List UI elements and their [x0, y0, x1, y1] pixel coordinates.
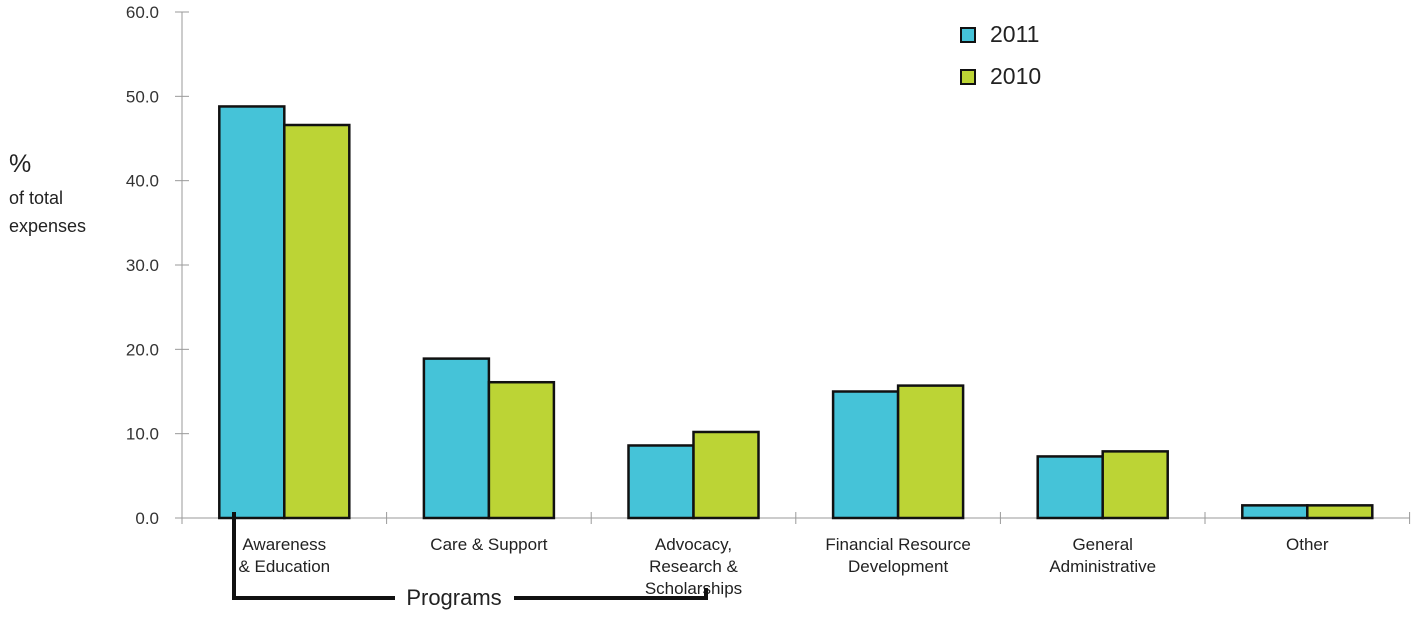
bar-2010-5	[1306, 504, 1374, 520]
bar-2011-1	[422, 357, 491, 520]
bar-2010-1	[487, 380, 556, 520]
bar-2011-4	[1036, 455, 1104, 520]
x-category-label: Other	[1286, 535, 1329, 554]
bar-2011-3	[831, 390, 900, 520]
y-label-symbol: %	[9, 150, 31, 178]
bar-2011-0	[218, 105, 286, 520]
bar-2011-5	[1241, 504, 1309, 520]
y-tick-label: 30.0	[126, 256, 159, 275]
bar-2011-2	[627, 444, 695, 520]
y-label-line: expenses	[9, 216, 86, 236]
programs-bracket: Programs	[232, 512, 708, 643]
chart-bars	[218, 105, 1374, 520]
bar-2010-4	[1101, 450, 1169, 520]
x-category-label: Financial Resource Development	[825, 535, 971, 576]
legend-swatch-2010	[960, 69, 976, 85]
group-label-programs: Programs	[406, 585, 501, 610]
x-category-label: Care & Support	[430, 535, 547, 554]
legend-swatch-2011	[960, 27, 976, 43]
y-tick-label: 50.0	[126, 87, 159, 106]
bar-2010-2	[692, 430, 760, 520]
x-category-label: General Administrative	[1049, 535, 1156, 576]
y-tick-label: 40.0	[126, 172, 159, 191]
bar-2010-3	[896, 384, 965, 520]
legend-label-2011: 2011	[990, 21, 1039, 47]
legend-label-2010: 2010	[990, 63, 1041, 89]
y-tick-label: 0.0	[135, 509, 159, 528]
chart-axes	[181, 12, 1411, 524]
bracket-line	[232, 512, 708, 600]
bar-2010-0	[283, 123, 351, 520]
y-label-line: of total	[9, 188, 63, 208]
x-axis-labels: Awareness & Education Care & Support Advoca…	[238, 535, 1328, 598]
y-axis-ticks: 0.0 10.0 20.0 30.0 40.0 50.0 60.0	[126, 3, 189, 528]
chart-legend: 2011 2010	[950, 14, 1070, 98]
y-tick-label: 60.0	[126, 3, 159, 22]
y-tick-label: 20.0	[126, 340, 159, 359]
y-axis-label: % of total expenses	[9, 150, 86, 236]
y-tick-label: 10.0	[126, 425, 159, 444]
x-category-label: Awareness & Education	[238, 535, 330, 576]
x-category-label: Advocacy, Research & Scholarships	[645, 535, 742, 598]
bracket-spacer	[234, 512, 396, 643]
